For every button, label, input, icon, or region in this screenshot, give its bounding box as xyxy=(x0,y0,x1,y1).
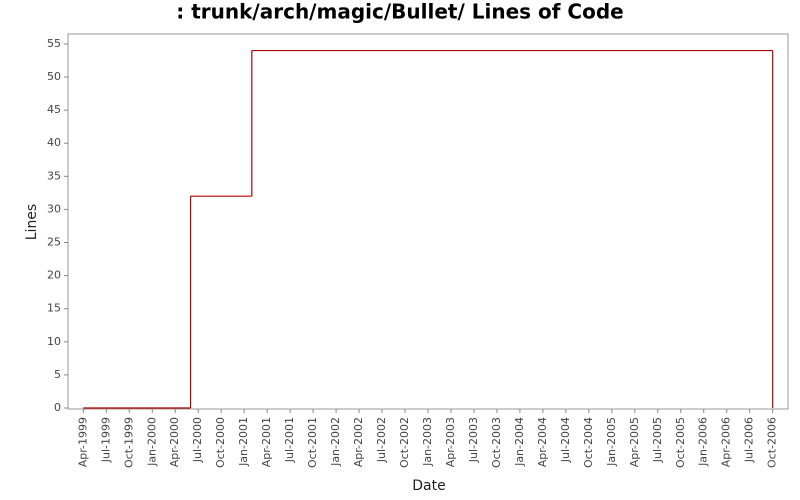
x-tick-label: Oct-2003 xyxy=(490,417,503,468)
y-tick-label: 10 xyxy=(47,335,61,348)
x-tick-label: Apr-2003 xyxy=(444,417,457,467)
x-tick-label: Oct-2006 xyxy=(766,417,779,468)
x-axis-title: Date xyxy=(412,478,445,494)
y-tick-label: 5 xyxy=(54,368,61,381)
y-tick-label: 35 xyxy=(47,169,61,182)
x-tick-label: Apr-2001 xyxy=(260,417,273,467)
y-tick-label: 45 xyxy=(47,103,61,116)
x-tick-label: Jan-2000 xyxy=(145,417,158,467)
x-tick-label: Jul-2006 xyxy=(743,417,756,463)
x-tick-label: Jan-2003 xyxy=(421,417,434,467)
x-tick-label: Apr-2000 xyxy=(168,417,181,467)
x-tick-label: Jul-2005 xyxy=(651,417,664,463)
y-tick-label: 20 xyxy=(47,269,61,282)
y-tick-label: 55 xyxy=(47,37,61,50)
y-tick-label: 0 xyxy=(54,401,61,414)
x-tick-label: Apr-2006 xyxy=(720,417,733,467)
x-tick-label: Oct-2000 xyxy=(214,417,227,468)
x-tick-label: Apr-2005 xyxy=(628,417,641,467)
x-tick-label: Jul-1999 xyxy=(99,417,112,463)
x-tick-label: Jul-2004 xyxy=(559,417,572,463)
x-tick-label: Jul-2000 xyxy=(191,417,204,463)
x-tick-label: Jan-2005 xyxy=(605,417,618,467)
y-tick-label: 25 xyxy=(47,236,61,249)
y-axis-title: Lines xyxy=(24,204,40,240)
plot-area xyxy=(67,33,789,410)
x-tick-label: Apr-2004 xyxy=(536,417,549,467)
x-tick-label: Jan-2001 xyxy=(237,417,250,467)
x-tick-label: Oct-1999 xyxy=(122,417,135,468)
x-tick-label: Jan-2002 xyxy=(329,417,342,467)
x-tick-label: Apr-2002 xyxy=(352,417,365,467)
x-tick-label: Jul-2002 xyxy=(375,417,388,463)
x-tick-label: Oct-2005 xyxy=(674,417,687,468)
x-tick-label: Jul-2003 xyxy=(467,417,480,463)
y-tick-label: 40 xyxy=(47,136,61,149)
y-tick-label: 15 xyxy=(47,302,61,315)
x-tick-label: Jan-2004 xyxy=(513,417,526,467)
y-tick-label: 50 xyxy=(47,70,61,83)
x-tick-label: Apr-1999 xyxy=(76,417,89,467)
x-tick-label: Oct-2004 xyxy=(582,417,595,468)
x-tick-label: Jul-2001 xyxy=(283,417,296,463)
x-tick-label: Oct-2001 xyxy=(306,417,319,468)
x-tick-label: Oct-2002 xyxy=(398,417,411,468)
y-tick-label: 30 xyxy=(47,202,61,215)
chart-title: : trunk/arch/magic/Bullet/ Lines of Code xyxy=(176,0,623,24)
x-tick-label: Jan-2006 xyxy=(697,417,710,467)
